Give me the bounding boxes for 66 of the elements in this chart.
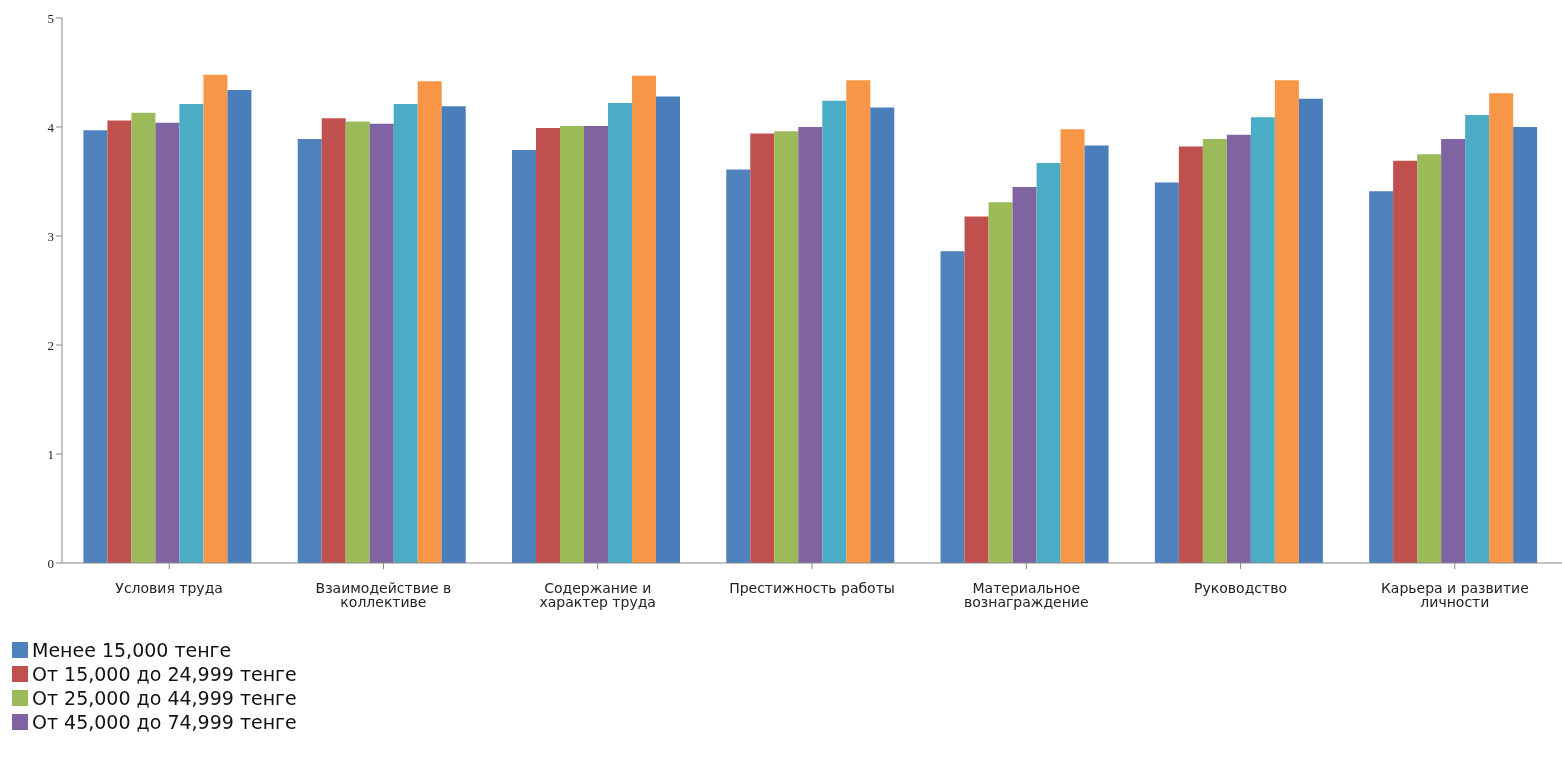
y-tick-label: 4 [47,119,55,135]
bar [179,104,204,563]
bar [512,149,536,563]
bar [1369,191,1394,563]
x-tick-label: Содержание и характер труда [539,579,656,610]
bar [1178,146,1203,563]
legend-label: Менее 15,000 тенге [32,639,232,661]
bar [297,138,322,563]
bar [846,80,871,563]
bar [656,96,680,563]
bar [560,125,584,563]
x-tick-label: Условия труда [115,579,223,596]
bar [798,127,823,563]
bar [608,103,632,563]
bar [964,216,989,563]
bar [107,120,132,563]
bar [321,118,346,563]
bar [1298,98,1323,563]
bar [774,131,799,563]
bar [822,100,847,563]
bar [393,104,418,563]
x-tick-label: Взаимодействие в коллективе [315,579,452,610]
y-tick-label: 2 [47,337,54,353]
bar [1036,162,1061,563]
bar [1489,93,1514,563]
y-tick-label: 0 [47,555,54,571]
bar [1393,160,1418,563]
bar [988,202,1013,563]
legend-label: От 25,000 до 44,999 тенге [32,687,297,709]
bar [1084,145,1109,563]
bar [1226,134,1251,563]
bar [417,81,442,563]
bar [1154,182,1179,563]
bar [227,89,252,563]
bar [1250,117,1275,563]
y-tick-label: 3 [47,228,54,244]
bar [632,75,656,563]
bar [1274,80,1299,563]
bar [870,107,895,563]
bar [203,74,228,563]
x-tick-label: Престижность работы [729,579,895,596]
bar [1417,154,1442,563]
bar [1441,138,1466,563]
bar [1202,138,1227,563]
bar [584,125,608,563]
bar [1465,115,1490,563]
bar [1012,186,1037,563]
x-tick-label: Руководство [1194,579,1288,596]
bar [750,133,775,563]
legend-label: От 15,000 до 24,999 тенге [32,663,297,685]
y-tick-label: 1 [47,446,54,462]
x-tick-label: Карьера и развитие личности [1380,579,1529,610]
bar [441,106,466,563]
bar [940,251,965,563]
legend-label: От 45,000 до 74,999 тенге [32,711,297,733]
bar [1513,127,1538,563]
y-tick-label: 5 [47,10,54,26]
bar [83,130,108,563]
x-tick-label: Материальное вознаграждение [963,579,1089,610]
bar [345,121,370,563]
bar [726,169,751,563]
bar [1060,129,1085,563]
bar [155,122,180,563]
bar [369,123,394,563]
bar [131,112,156,563]
bar [536,128,560,563]
